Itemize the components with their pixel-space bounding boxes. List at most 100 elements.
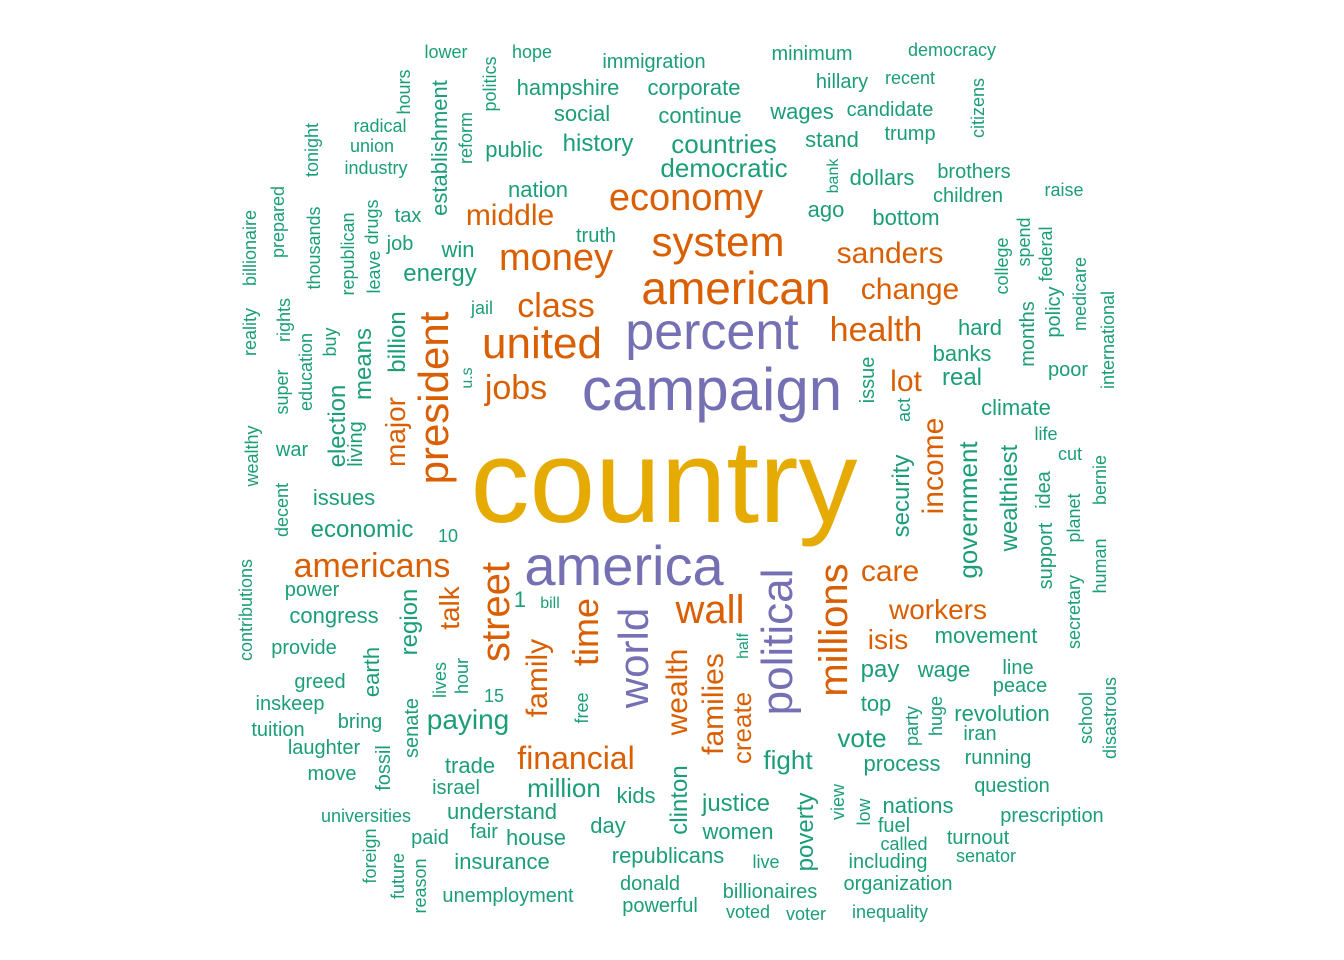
word-reform: reform xyxy=(456,111,476,165)
word-change: change xyxy=(860,273,960,306)
word-stand: stand xyxy=(805,127,859,152)
word-earth: earth xyxy=(359,646,384,698)
word-hours: hours xyxy=(394,69,414,115)
word-wall: wall xyxy=(675,588,745,632)
word-social: social xyxy=(553,101,611,126)
word-trade: trade xyxy=(444,753,496,778)
word-real: real xyxy=(941,364,983,391)
word-foreign: foreign xyxy=(360,828,380,884)
word-immigration: immigration xyxy=(602,51,706,73)
word-american: american xyxy=(641,262,831,314)
word-jobs: jobs xyxy=(484,369,548,407)
word-party: party xyxy=(902,705,922,747)
word-system: system xyxy=(651,218,785,265)
word-drugs: drugs xyxy=(362,199,382,245)
word-paid: paid xyxy=(411,827,449,849)
word-cut: cut xyxy=(1057,444,1083,464)
word-jail: jail xyxy=(470,298,494,318)
word-reality: reality xyxy=(240,307,260,357)
word-america: america xyxy=(524,534,724,597)
word-financial: financial xyxy=(517,740,635,776)
word-isis: isis xyxy=(867,624,909,655)
word-wage: wage xyxy=(917,657,971,682)
word-democratic: democratic xyxy=(660,153,788,183)
word-president: president xyxy=(410,311,457,485)
word-disastrous: disastrous xyxy=(1100,676,1120,760)
word-workers: workers xyxy=(888,594,988,625)
word-vote: vote xyxy=(837,723,887,753)
word-inequality: inequality xyxy=(851,902,929,922)
word-live: live xyxy=(752,852,780,872)
word-united: united xyxy=(482,319,602,368)
word-climate: climate xyxy=(981,395,1051,420)
word-world: world xyxy=(610,607,657,709)
word-college: college xyxy=(992,237,1012,295)
word-establishment: establishment xyxy=(427,80,452,216)
word-fossil: fossil xyxy=(373,745,395,791)
word-1: 1 xyxy=(513,587,527,612)
word-families: families xyxy=(697,653,730,755)
word-republicans: republicans xyxy=(611,843,725,868)
word-question: question xyxy=(974,775,1050,797)
word-wealthy: wealthy xyxy=(242,425,262,487)
word-universities: universities xyxy=(320,806,412,826)
word-inskeep: inskeep xyxy=(255,693,325,715)
word-movement: movement xyxy=(934,623,1038,648)
word-clinton: clinton xyxy=(666,765,693,835)
word-political: political xyxy=(753,568,802,716)
word-war: war xyxy=(275,439,309,461)
word-talk: talk xyxy=(434,586,465,630)
word-street: street xyxy=(474,561,518,663)
word-class: class xyxy=(517,287,595,325)
word-sanders: sanders xyxy=(836,237,944,270)
word-international: international xyxy=(1098,290,1118,390)
word-rights: rights xyxy=(274,297,294,343)
word-economic: economic xyxy=(310,516,414,543)
word-voter: voter xyxy=(785,904,827,924)
word-huge: huge xyxy=(926,695,946,737)
word-care: care xyxy=(860,555,920,588)
word-pay: pay xyxy=(860,656,900,683)
word-10: 10 xyxy=(437,526,459,546)
word-issues: issues xyxy=(312,485,376,510)
word-move: move xyxy=(307,763,357,785)
word-house: house xyxy=(506,825,566,850)
word-bring: bring xyxy=(337,711,383,733)
word-iran: iran xyxy=(963,723,997,745)
word-ago: ago xyxy=(807,197,845,222)
word-trump: trump xyxy=(884,123,936,145)
word-banks: banks xyxy=(932,341,992,366)
word-percent: percent xyxy=(625,303,799,361)
word-line: line xyxy=(1002,657,1034,679)
word-fight: fight xyxy=(763,745,813,775)
word-turnout: turnout xyxy=(946,827,1010,849)
word-called: called xyxy=(880,834,928,854)
word-justice: justice xyxy=(701,790,771,817)
word-tuition: tuition xyxy=(251,719,305,741)
word-lower: lower xyxy=(424,42,468,62)
word-lives: lives xyxy=(430,661,450,699)
word-children: children xyxy=(932,185,1004,207)
word-prepared: prepared xyxy=(268,185,288,259)
word-hillary: hillary xyxy=(815,71,869,93)
word-unemployment: unemployment xyxy=(442,885,574,907)
word-future: future xyxy=(388,852,408,900)
word-continue: continue xyxy=(658,103,742,128)
word-decent: decent xyxy=(272,482,292,538)
word-insurance: insurance xyxy=(454,849,550,874)
word-republican: republican xyxy=(338,212,358,296)
word-politics: politics xyxy=(480,56,500,112)
word-americans: americans xyxy=(293,547,451,585)
word-living: living xyxy=(345,421,367,467)
word-thousands: thousands xyxy=(304,206,324,290)
word-support: support xyxy=(1035,522,1057,590)
word-tonight: tonight xyxy=(302,122,322,178)
word-job: job xyxy=(386,233,414,255)
word-history: history xyxy=(562,130,634,157)
word-super: super xyxy=(272,369,292,415)
word-health: health xyxy=(829,311,923,349)
word-federal: federal xyxy=(1036,226,1056,282)
word-low: low xyxy=(854,798,874,826)
word-recent: recent xyxy=(884,68,936,88)
